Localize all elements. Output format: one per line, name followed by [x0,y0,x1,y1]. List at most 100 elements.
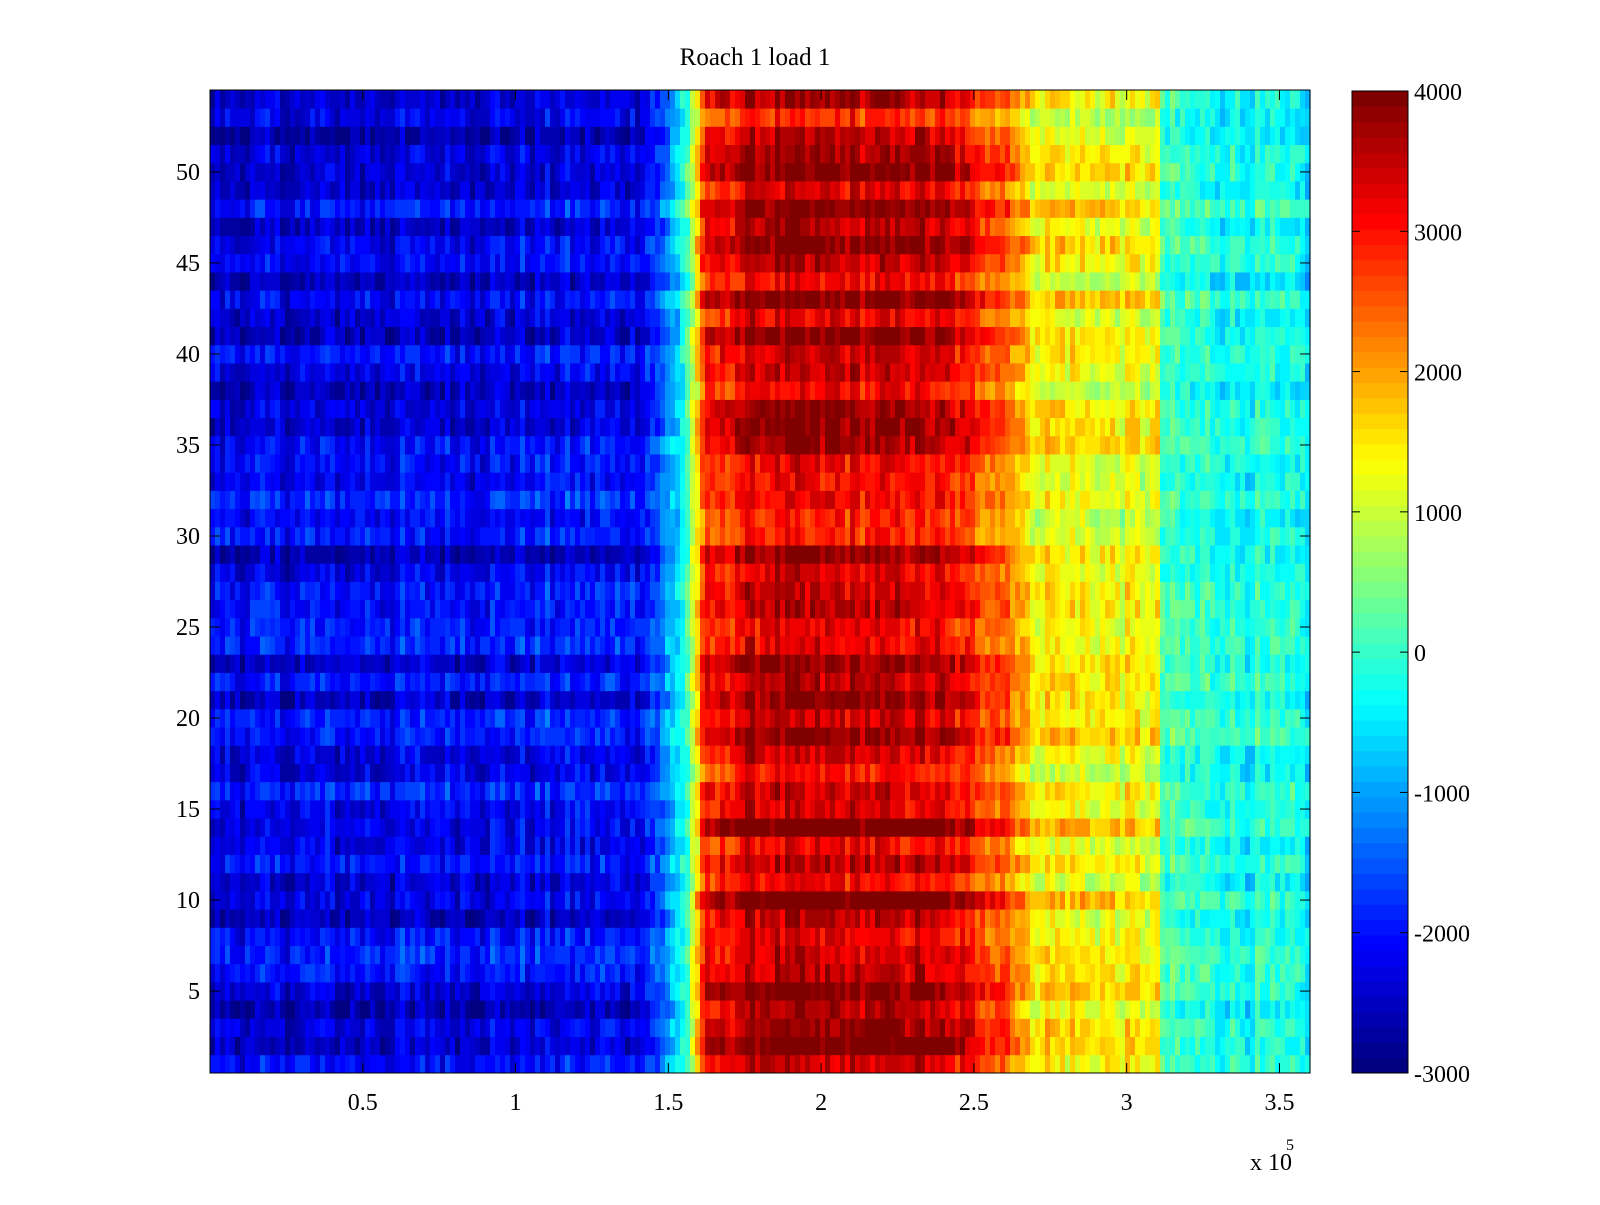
heatmap-cell [350,708,356,728]
heatmap-cell [345,1054,351,1074]
heatmap-cell [1180,799,1186,819]
heatmap-cell [680,763,686,783]
heatmap-cell [1260,1036,1266,1056]
heatmap-cell [375,836,381,855]
heatmap-cell [295,799,301,819]
heatmap-cell [525,690,531,710]
heatmap-cell [475,836,481,855]
heatmap-cell [1195,963,1201,983]
heatmap-cell [465,981,471,1001]
heatmap-cell [435,854,441,874]
heatmap-cell [840,909,846,928]
heatmap-cell [680,708,686,728]
heatmap-cell [450,872,456,892]
heatmap-cell [675,690,681,710]
heatmap-cell [555,909,561,928]
heatmap-cell [880,945,886,965]
heatmap-cell [1050,945,1056,965]
heatmap-cell [505,818,511,837]
heatmap-cell [1225,1054,1231,1074]
heatmap-cell [225,654,231,673]
heatmap-cell [335,672,341,692]
heatmap-cell [740,1054,746,1074]
heatmap-cell [410,1000,416,1019]
heatmap-cell [1170,836,1176,855]
heatmap-cell [1125,1000,1131,1019]
heatmap-cell [1225,1000,1231,1019]
heatmap-cell [585,690,591,710]
heatmap-cell [360,763,366,783]
heatmap-cell [700,763,706,783]
heatmap-cell [730,872,736,892]
heatmap-cell [1195,708,1201,728]
heatmap-cell [325,836,331,855]
heatmap-cell [350,799,356,819]
heatmap-cell [260,981,266,1001]
heatmap-cell [390,745,396,764]
heatmap-cell [1155,945,1161,965]
heatmap-cell [590,654,596,673]
heatmap-cell [470,981,476,1001]
heatmap-cell [330,963,336,983]
heatmap-cell [815,890,821,910]
heatmap-cell [930,745,936,764]
heatmap-cell [530,763,536,783]
heatmap-cell [530,872,536,892]
heatmap-cell [935,1018,941,1037]
heatmap-cell [375,727,381,746]
heatmap-cell [590,854,596,874]
heatmap-cell [785,854,791,874]
heatmap-cell [1160,672,1166,692]
heatmap-cell [1210,690,1216,710]
heatmap-cell [555,836,561,855]
heatmap-cell [530,1054,536,1074]
heatmap-cell [280,945,286,965]
heatmap-cell [255,1036,261,1056]
heatmap-cell [1145,1018,1151,1037]
heatmap-cell [670,818,676,837]
heatmap-cell [815,672,821,692]
heatmap-cell [330,654,336,673]
heatmap-cell [1155,1036,1161,1056]
heatmap-cell [850,1036,856,1056]
heatmap-cell [1285,890,1291,910]
heatmap-cell [915,727,921,746]
heatmap-cell [260,727,266,746]
heatmap-cell [720,836,726,855]
heatmap-cell [1065,1036,1071,1056]
heatmap-cell [1150,745,1156,764]
heatmap-cell [455,763,461,783]
heatmap-cell [775,745,781,764]
heatmap-cell [730,981,736,1001]
heatmap-cell [600,690,606,710]
heatmap-cell [530,836,536,855]
heatmap-cell [400,654,406,673]
heatmap-cell [245,872,251,892]
heatmap-cell [1000,836,1006,855]
heatmap-cell [825,690,831,710]
heatmap-cell [895,745,901,764]
heatmap-cell [1015,945,1021,965]
heatmap-cell [780,763,786,783]
heatmap-cell [1135,672,1141,692]
heatmap-cell [825,963,831,983]
heatmap-cell [385,945,391,965]
heatmap-cell [220,781,226,801]
heatmap-cell [870,890,876,910]
heatmap-cell [535,745,541,764]
heatmap-cell [475,1000,481,1019]
heatmap-cell [1000,799,1006,819]
heatmap-cell [330,945,336,965]
heatmap-cell [565,745,571,764]
heatmap-cell [310,963,316,983]
heatmap-cell [510,799,516,819]
heatmap-cell [705,708,711,728]
heatmap-cell [395,927,401,946]
heatmap-cell [460,890,466,910]
heatmap-cell [1210,818,1216,837]
heatmap-cell [225,963,231,983]
heatmap-cell [265,654,271,673]
heatmap-cell [530,727,536,746]
heatmap-cell [605,927,611,946]
heatmap-cell [245,1036,251,1056]
